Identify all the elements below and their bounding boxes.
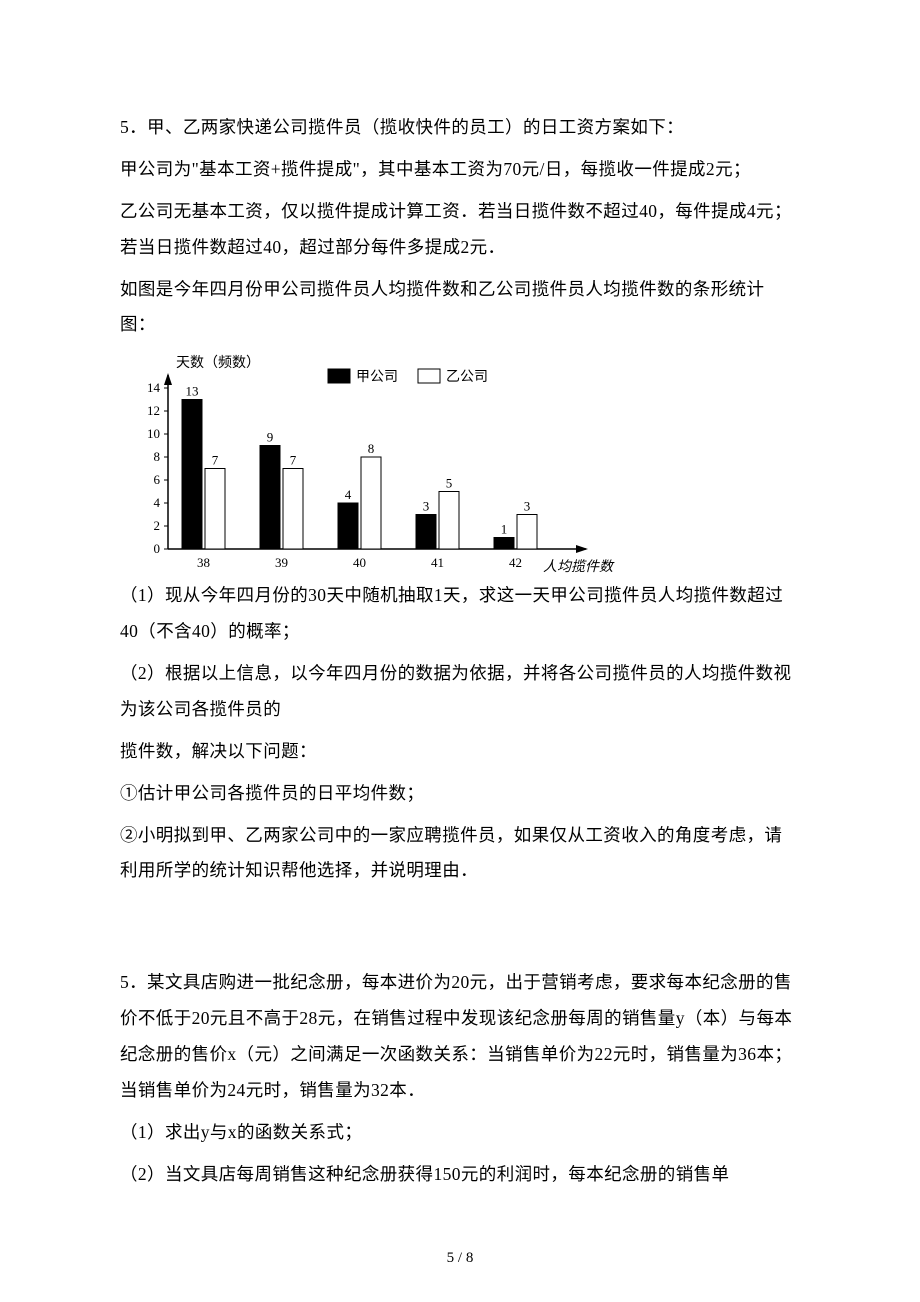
q5a-sub1: （1）现从今年四月份的30天中随机抽取1天，求这一天甲公司揽件员人均揽件数超过4… [120,578,800,650]
bar-chart: 02468101214天数（频数）人均揽件数甲公司乙公司137389739484… [128,349,618,574]
svg-text:10: 10 [147,426,160,441]
svg-text:12: 12 [147,403,160,418]
q5a-line4: 如图是今年四月份甲公司揽件员人均揽件数和乙公司揽件员人均揽件数的条形统计图： [120,272,800,344]
q5a-title: 5．甲、乙两家快递公司揽件员（揽收快件的员工）的日工资方案如下： [120,110,800,146]
svg-text:0: 0 [154,541,161,556]
svg-text:39: 39 [275,555,288,570]
svg-text:42: 42 [509,555,522,570]
q5a-sub2-1: ①估计甲公司各揽件员的日平均件数； [120,776,800,812]
svg-text:1: 1 [501,522,508,537]
svg-text:3: 3 [423,499,430,514]
svg-text:4: 4 [154,495,161,510]
svg-text:13: 13 [186,384,199,399]
svg-text:甲公司: 甲公司 [356,370,398,385]
q5b-sub1: （1）求出y与x的函数关系式； [120,1115,800,1151]
svg-text:天数（频数）: 天数（频数） [176,355,260,371]
q5b-title: 5．某文具店购进一批纪念册，每本进价为20元，出于营销考虑，要求每本纪念册的售价… [120,965,800,1109]
q5a-sub2-2: ②小明拟到甲、乙两家公司中的一家应聘揽件员，如果仅从工资收入的角度考虑，请利用所… [120,818,800,890]
svg-text:8: 8 [368,441,375,456]
svg-text:41: 41 [431,555,444,570]
svg-text:3: 3 [524,499,531,514]
svg-text:乙公司: 乙公司 [446,369,488,385]
svg-text:人均揽件数: 人均揽件数 [543,559,615,574]
svg-text:40: 40 [353,555,366,570]
q5a-sub2: （2）根据以上信息，以今年四月份的数据为依据，并将各公司揽件员的人均揽件数视为该… [120,656,800,728]
q5a-line3: 乙公司无基本工资，仅以揽件提成计算工资．若当日揽件数不超过40，每件提成4元；若… [120,194,800,266]
bar-chart-svg: 02468101214天数（频数）人均揽件数甲公司乙公司137389739484… [128,349,618,574]
q5b-sub2: （2）当文具店每周销售这种纪念册获得150元的利润时，每本纪念册的销售单 [120,1157,800,1193]
page-footer: 5 / 8 [0,1250,920,1267]
svg-text:5: 5 [446,476,453,491]
svg-text:4: 4 [345,487,352,502]
spacer [120,895,800,965]
svg-text:38: 38 [197,555,210,570]
svg-text:8: 8 [154,449,161,464]
svg-text:6: 6 [154,472,161,487]
svg-text:9: 9 [267,430,274,445]
q5a-sub2b: 揽件数，解决以下问题： [120,734,800,770]
svg-text:7: 7 [212,453,219,468]
q5a-line2: 甲公司为"基本工资+揽件提成"，其中基本工资为70元/日，每揽收一件提成2元； [120,152,800,188]
page: 5．甲、乙两家快递公司揽件员（揽收快件的员工）的日工资方案如下： 甲公司为"基本… [0,0,920,1302]
svg-text:2: 2 [154,518,161,533]
svg-text:7: 7 [290,453,297,468]
svg-text:14: 14 [147,380,161,395]
